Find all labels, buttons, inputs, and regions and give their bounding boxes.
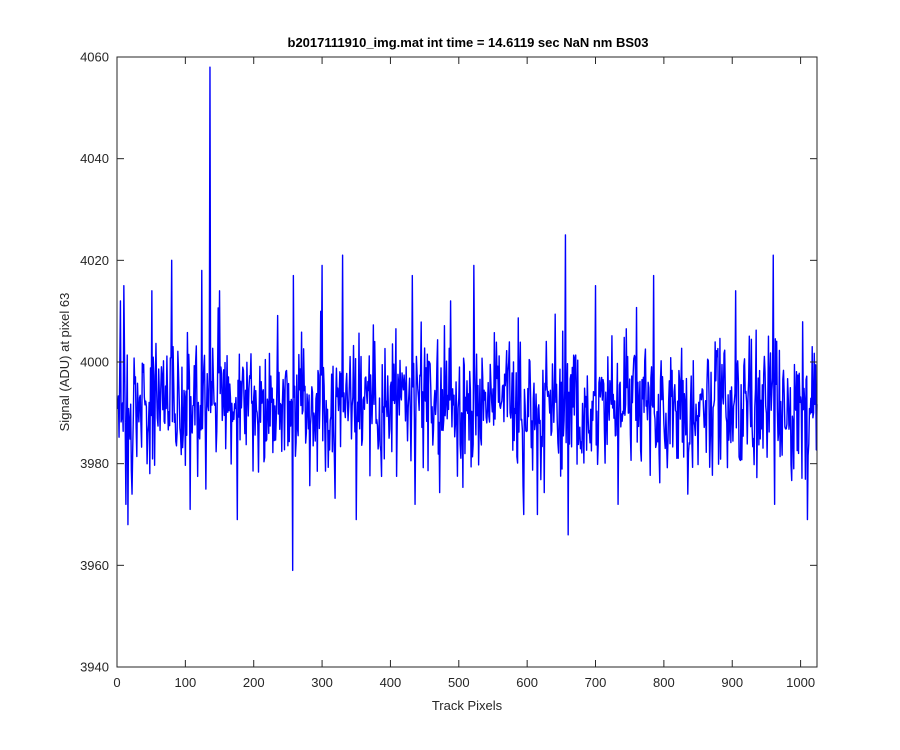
x-tick-label: 800: [653, 675, 675, 690]
y-tick-label: 4060: [80, 50, 109, 65]
y-tick-label: 3940: [80, 660, 109, 675]
chart-title: b2017111910_img.mat int time = 14.6119 s…: [288, 35, 649, 50]
x-tick-label: 700: [585, 675, 607, 690]
y-tick-label: 4000: [80, 355, 109, 370]
x-axis: 0 100 200 300 400 500 600 700 800 900 1000: [113, 57, 815, 690]
y-tick-label: 4040: [80, 151, 109, 166]
x-tick-label: 0: [113, 675, 120, 690]
x-axis-label: Track Pixels: [432, 698, 503, 713]
plot-background: [117, 57, 817, 667]
x-tick-label: 200: [243, 675, 265, 690]
plot-area: 0 100 200 300 400 500 600 700 800 900 1000 3940 396…: [80, 50, 818, 690]
y-axis-label: Signal (ADU) at pixel 63: [57, 293, 72, 432]
series-layer: [116, 66, 818, 572]
x-tick-label: 1000: [786, 675, 815, 690]
x-tick-label: 600: [516, 675, 538, 690]
x-tick-label: 300: [311, 675, 333, 690]
y-tick-label: 3980: [80, 456, 109, 471]
signal-series-line: [116, 66, 818, 572]
y-tick-label: 3960: [80, 558, 109, 573]
x-tick-label: 500: [448, 675, 470, 690]
x-tick-label: 400: [380, 675, 402, 690]
x-tick-label: 900: [721, 675, 743, 690]
y-tick-label: 4020: [80, 253, 109, 268]
x-tick-label: 100: [175, 675, 197, 690]
y-axis: 3940 3960 3980 4000 4020 4040 4060: [80, 50, 817, 675]
